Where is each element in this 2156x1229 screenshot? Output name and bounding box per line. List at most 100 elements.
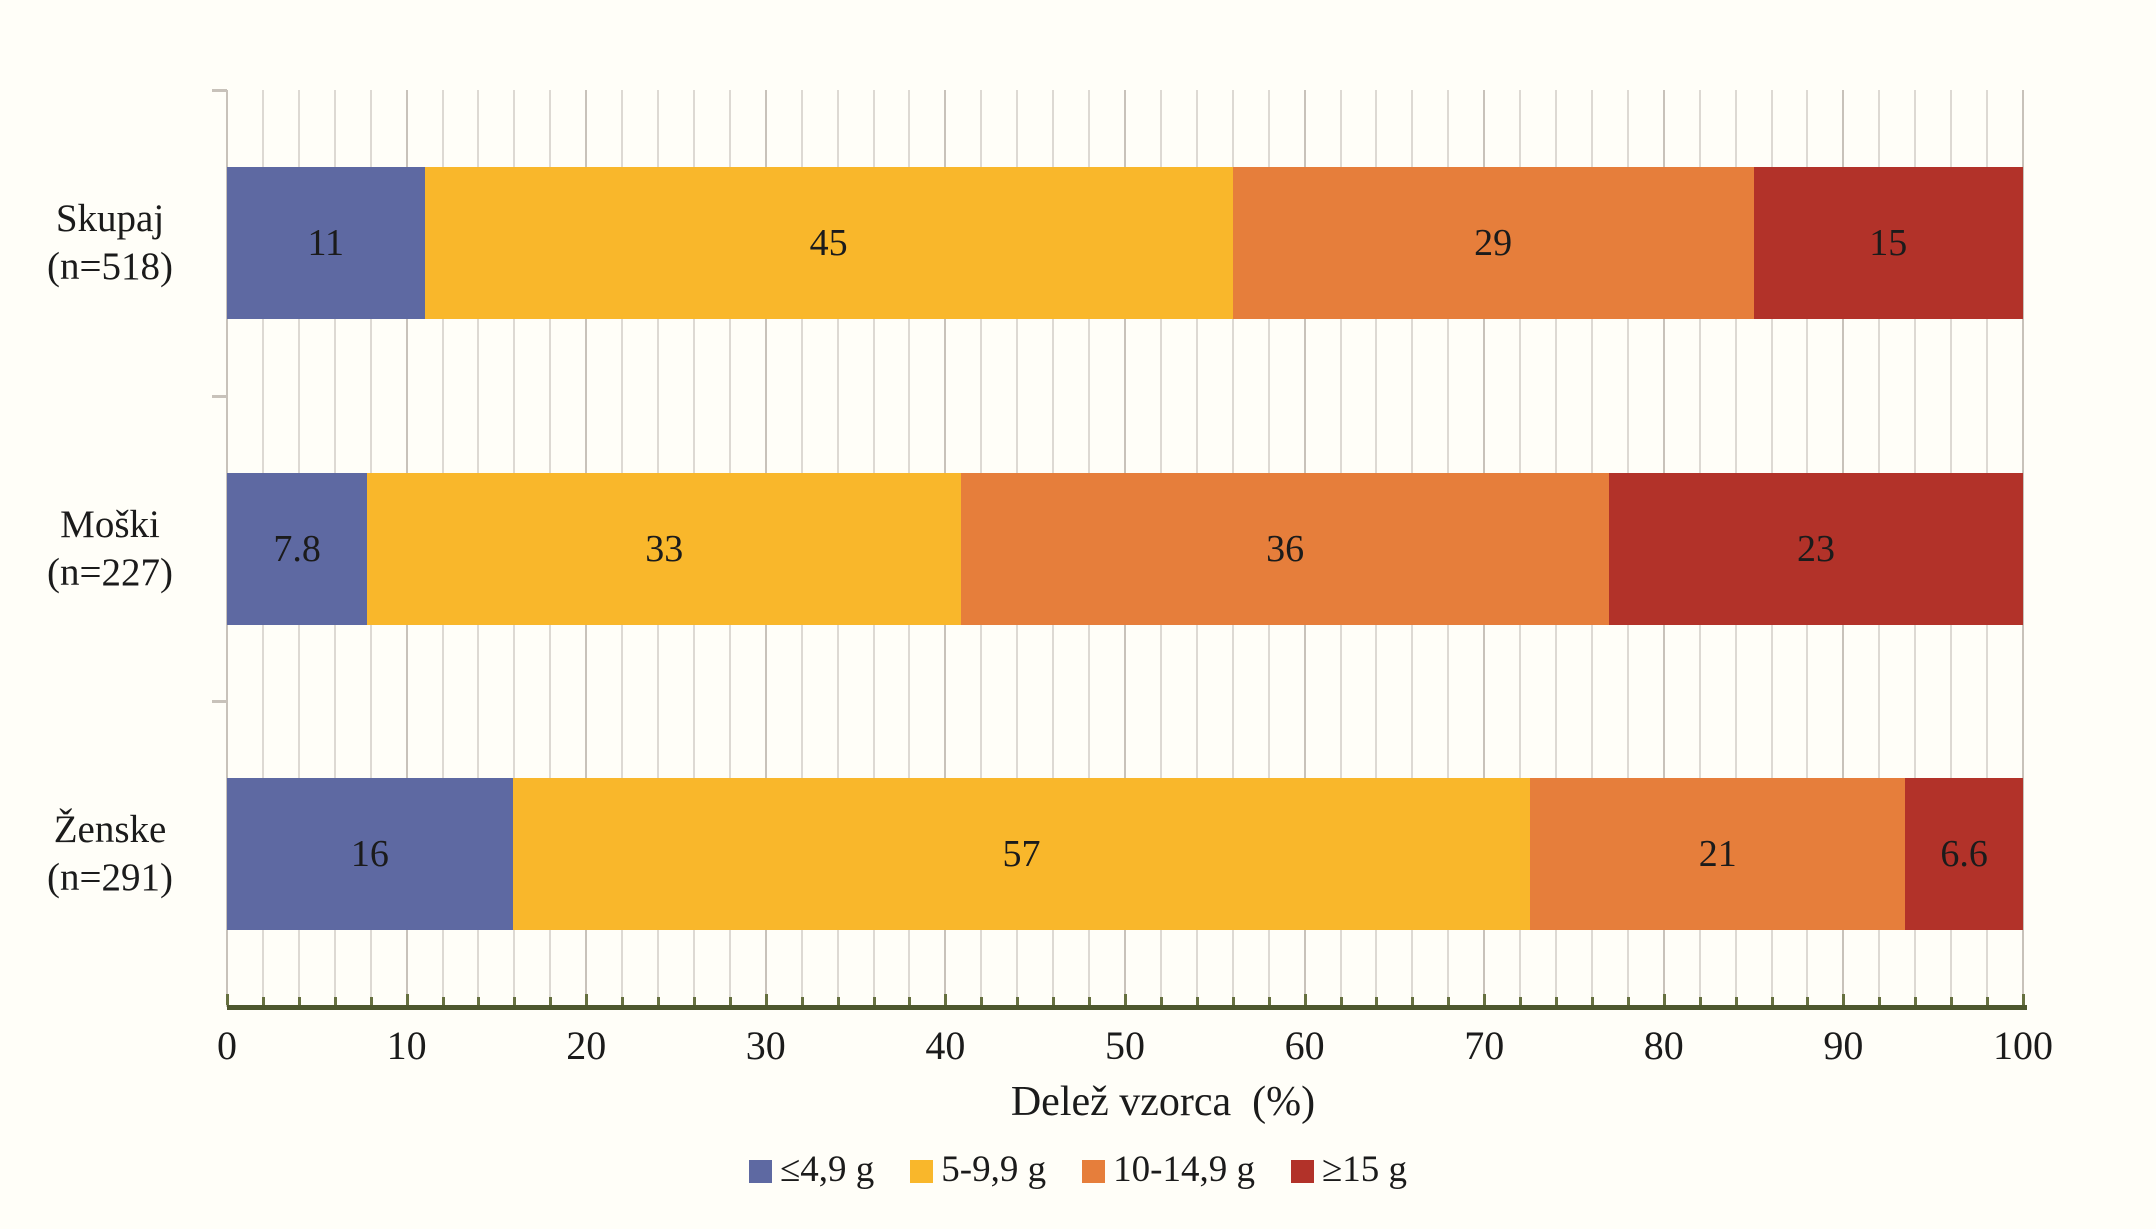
bar-segment: 45 bbox=[424, 166, 1233, 319]
x-axis-tick bbox=[1519, 997, 1523, 1005]
category-name: Moški bbox=[60, 502, 160, 546]
legend: ≤4,9 g 5-9,9 g 10-14,9 g ≥15 g bbox=[0, 1148, 2156, 1191]
bar-segment: 16 bbox=[227, 778, 513, 931]
x-axis-tick bbox=[764, 994, 768, 1005]
bar-segment: 36 bbox=[961, 472, 1610, 625]
x-axis-tick bbox=[1339, 997, 1343, 1005]
x-axis-tick bbox=[1842, 994, 1846, 1005]
x-axis-tick bbox=[800, 997, 804, 1005]
legend-swatch-icon bbox=[748, 1160, 772, 1183]
category-name: Skupaj bbox=[55, 196, 165, 240]
bar-segment: 15 bbox=[1753, 166, 2023, 319]
x-axis-tick bbox=[944, 994, 948, 1005]
x-axis-tick-label: 100 bbox=[1993, 1023, 2053, 1068]
x-axis-tick bbox=[2022, 994, 2025, 1005]
y-axis-tick bbox=[212, 89, 227, 92]
legend-swatch-icon bbox=[1082, 1160, 1106, 1183]
x-axis-tick bbox=[1555, 997, 1559, 1005]
bar-segment: 7.8 bbox=[227, 472, 368, 625]
legend-label: 10-14,9 g bbox=[1113, 1149, 1255, 1190]
x-axis-tick bbox=[621, 997, 625, 1005]
bar-segment: 6.6 bbox=[1905, 778, 2023, 931]
x-axis-tick-label: 40 bbox=[925, 1023, 966, 1068]
bar-segment: 33 bbox=[367, 472, 962, 625]
y-axis-tick bbox=[212, 394, 227, 398]
legend-item: ≤4,9 g bbox=[748, 1148, 875, 1191]
x-axis-tick bbox=[692, 997, 696, 1005]
category-label: Moški (n=227) bbox=[10, 501, 210, 597]
x-axis-tick-label: 60 bbox=[1284, 1023, 1325, 1068]
x-axis-tick bbox=[1626, 997, 1630, 1005]
x-axis-tick bbox=[226, 994, 229, 1005]
x-axis-tick bbox=[1447, 997, 1451, 1005]
x-axis-tick bbox=[1303, 994, 1307, 1005]
legend-item: 5-9,9 g bbox=[910, 1148, 1046, 1191]
x-axis-tick bbox=[657, 997, 661, 1005]
x-axis-tick-label: 50 bbox=[1105, 1023, 1145, 1068]
category-label: Ženske (n=291) bbox=[10, 806, 210, 902]
x-axis-tick bbox=[477, 997, 481, 1005]
bar-segment: 57 bbox=[512, 778, 1531, 931]
bar-segment: 21 bbox=[1530, 778, 1906, 931]
stacked-bar: 7.8 33 36 23 bbox=[227, 472, 2023, 625]
x-axis-tick bbox=[585, 994, 589, 1005]
category-label: Skupaj (n=518) bbox=[10, 195, 210, 291]
x-axis-tick bbox=[1124, 994, 1127, 1005]
x-axis-tick bbox=[1375, 997, 1379, 1005]
x-axis-tick bbox=[1590, 997, 1594, 1005]
category-name: Ženske bbox=[53, 808, 167, 852]
category-sample-size: (n=518) bbox=[47, 244, 173, 288]
x-axis-tick bbox=[549, 997, 553, 1005]
x-axis-tick bbox=[980, 997, 984, 1005]
x-axis-tick bbox=[297, 997, 301, 1005]
x-axis-tick-label: 80 bbox=[1643, 1023, 1684, 1068]
x-axis-tick-label: 0 bbox=[217, 1023, 237, 1068]
x-axis-tick bbox=[1483, 994, 1487, 1005]
x-axis-tick-label: 70 bbox=[1464, 1023, 1505, 1068]
x-axis-tick bbox=[728, 997, 732, 1005]
x-axis-tick bbox=[261, 997, 265, 1005]
bar-segment: 11 bbox=[227, 166, 425, 319]
stacked-bar: 16 57 21 6.6 bbox=[227, 778, 2023, 931]
x-axis-tick bbox=[1806, 997, 1810, 1005]
legend-item: 10-14,9 g bbox=[1082, 1148, 1255, 1191]
category-sample-size: (n=227) bbox=[47, 550, 173, 594]
x-axis-tick bbox=[1159, 997, 1163, 1005]
legend-swatch-icon bbox=[910, 1160, 934, 1183]
x-axis-tick bbox=[908, 997, 912, 1005]
x-axis-tick bbox=[1088, 997, 1092, 1005]
bar-segment: 23 bbox=[1609, 472, 2023, 625]
x-axis-tick bbox=[1662, 994, 1666, 1005]
x-axis-tick-label: 30 bbox=[745, 1023, 786, 1068]
x-axis-tick bbox=[1195, 997, 1199, 1005]
x-axis-tick bbox=[1698, 997, 1702, 1005]
bar-segment: 29 bbox=[1232, 166, 1754, 319]
x-axis-tick bbox=[441, 997, 445, 1005]
x-axis-tick bbox=[872, 997, 876, 1005]
x-axis-tick bbox=[1016, 997, 1020, 1005]
legend-swatch-icon bbox=[1290, 1160, 1314, 1183]
legend-label: 5-9,9 g bbox=[941, 1149, 1047, 1190]
category-sample-size: (n=291) bbox=[47, 856, 173, 900]
x-axis-tick-label: 90 bbox=[1823, 1023, 1864, 1068]
x-axis-title: Delež vzorca (%) bbox=[1010, 1079, 1316, 1125]
x-axis-tick bbox=[333, 997, 337, 1005]
x-axis-tick-label: 20 bbox=[566, 1023, 607, 1068]
x-axis-tick bbox=[1231, 997, 1235, 1005]
x-axis-tick bbox=[405, 994, 409, 1005]
x-axis-tick-label: 10 bbox=[386, 1023, 427, 1068]
x-axis-tick bbox=[369, 997, 373, 1005]
x-axis-tick bbox=[513, 997, 517, 1005]
x-axis-tick bbox=[1734, 997, 1738, 1005]
x-axis-tick bbox=[1770, 997, 1774, 1005]
legend-label: ≤4,9 g bbox=[779, 1149, 875, 1190]
stacked-bar: 11 45 29 15 bbox=[227, 166, 2023, 319]
x-axis-line bbox=[227, 1005, 2027, 1010]
x-axis-tick bbox=[1267, 997, 1271, 1005]
x-axis-tick bbox=[1052, 997, 1056, 1005]
x-axis-tick bbox=[1986, 997, 1990, 1005]
legend-label: ≥15 g bbox=[1321, 1149, 1408, 1190]
x-axis-tick bbox=[1914, 997, 1918, 1005]
x-axis-tick bbox=[1878, 997, 1882, 1005]
